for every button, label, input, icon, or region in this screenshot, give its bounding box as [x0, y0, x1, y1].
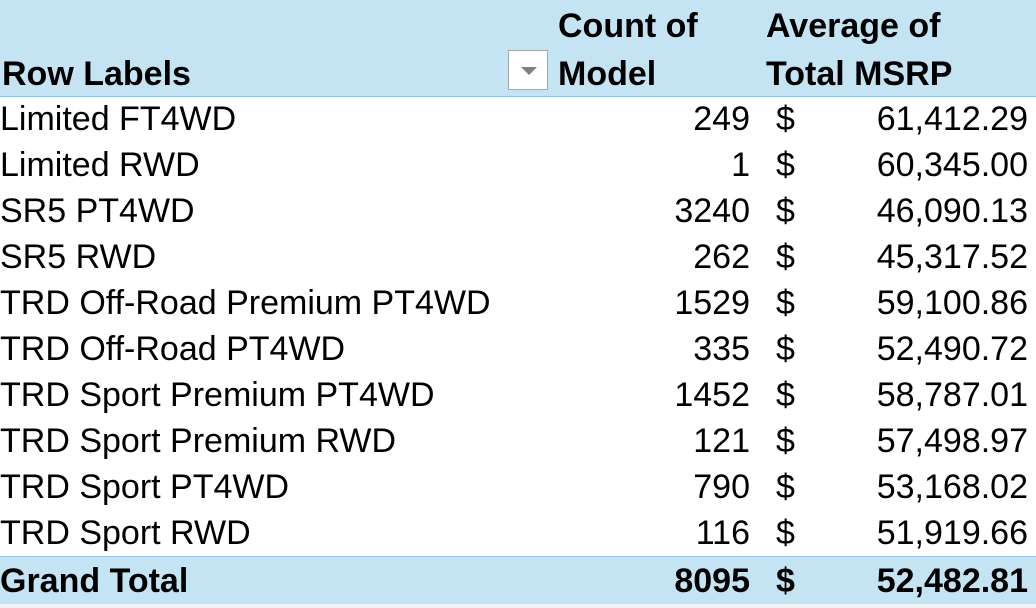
table-row[interactable]: TRD Off-Road Premium PT4WD 1529 $ 59,100…	[0, 280, 1036, 326]
row-average[interactable]: 51,919.66	[876, 514, 1028, 552]
row-label[interactable]: TRD Off-Road PT4WD	[0, 330, 346, 368]
row-average[interactable]: 58,787.01	[876, 376, 1028, 414]
count-header-line1[interactable]: Count of	[558, 7, 698, 45]
table-row[interactable]: Limited RWD 1 $ 60,345.00	[0, 142, 1036, 188]
row-count[interactable]: 1529	[674, 284, 750, 322]
row-currency: $	[776, 192, 795, 230]
row-currency: $	[776, 422, 795, 460]
pivot-header: Row Labels Count of Model Average of Tot…	[0, 0, 1036, 97]
table-row[interactable]: TRD Sport RWD 116 $ 51,919.66	[0, 510, 1036, 556]
row-count[interactable]: 1	[731, 146, 750, 184]
row-count[interactable]: 121	[693, 422, 750, 460]
dropdown-arrow-icon	[521, 67, 537, 75]
row-average[interactable]: 59,100.86	[876, 284, 1028, 322]
table-row[interactable]: TRD Off-Road PT4WD 335 $ 52,490.72	[0, 326, 1036, 372]
row-currency: $	[776, 468, 795, 506]
row-label[interactable]: TRD Sport PT4WD	[0, 468, 290, 506]
row-average[interactable]: 61,412.29	[876, 100, 1028, 138]
row-count[interactable]: 3240	[674, 192, 750, 230]
row-count[interactable]: 790	[693, 468, 750, 506]
row-currency: $	[776, 330, 795, 368]
avg-header-line2[interactable]: Total MSRP	[766, 55, 953, 93]
row-label[interactable]: TRD Off-Road Premium PT4WD	[0, 284, 491, 322]
table-row[interactable]: TRD Sport PT4WD 790 $ 53,168.02	[0, 464, 1036, 510]
row-labels-filter-button[interactable]	[508, 50, 548, 90]
grand-total-label[interactable]: Grand Total	[0, 562, 189, 600]
bottom-divider	[0, 604, 1036, 608]
pivot-rows: Limited FT4WD 249 $ 61,412.29 Limited RW…	[0, 96, 1036, 556]
row-average[interactable]: 52,490.72	[876, 330, 1028, 368]
row-currency: $	[776, 100, 795, 138]
table-row[interactable]: TRD Sport Premium RWD 121 $ 57,498.97	[0, 418, 1036, 464]
row-count[interactable]: 1452	[674, 376, 750, 414]
row-currency: $	[776, 238, 795, 276]
row-label[interactable]: SR5 RWD	[0, 238, 157, 276]
row-count[interactable]: 249	[693, 100, 750, 138]
row-average[interactable]: 53,168.02	[876, 468, 1028, 506]
table-row[interactable]: SR5 RWD 262 $ 45,317.52	[0, 234, 1036, 280]
row-label[interactable]: SR5 PT4WD	[0, 192, 195, 230]
grand-total-count[interactable]: 8095	[674, 562, 750, 600]
grand-total-currency: $	[776, 562, 795, 600]
row-average[interactable]: 45,317.52	[876, 238, 1028, 276]
table-row[interactable]: Limited FT4WD 249 $ 61,412.29	[0, 96, 1036, 142]
row-label[interactable]: TRD Sport Premium PT4WD	[0, 376, 435, 414]
row-label[interactable]: TRD Sport Premium RWD	[0, 422, 397, 460]
table-row[interactable]: SR5 PT4WD 3240 $ 46,090.13	[0, 188, 1036, 234]
row-currency: $	[776, 514, 795, 552]
row-labels-header[interactable]: Row Labels	[2, 55, 191, 93]
row-label[interactable]: TRD Sport RWD	[0, 514, 251, 552]
row-count[interactable]: 335	[693, 330, 750, 368]
row-average[interactable]: 60,345.00	[876, 146, 1028, 184]
row-average[interactable]: 46,090.13	[876, 192, 1028, 230]
count-header-line2[interactable]: Model	[558, 55, 657, 93]
row-label[interactable]: Limited FT4WD	[0, 100, 237, 138]
row-currency: $	[776, 284, 795, 322]
row-label[interactable]: Limited RWD	[0, 146, 200, 184]
row-currency: $	[776, 376, 795, 414]
row-count[interactable]: 262	[693, 238, 750, 276]
grand-total-row[interactable]: Grand Total 8095 $ 52,482.81	[0, 556, 1036, 605]
row-currency: $	[776, 146, 795, 184]
grand-total-average[interactable]: 52,482.81	[876, 562, 1028, 600]
table-row[interactable]: TRD Sport Premium PT4WD 1452 $ 58,787.01	[0, 372, 1036, 418]
avg-header-line1[interactable]: Average of	[766, 7, 941, 45]
row-count[interactable]: 116	[695, 514, 750, 552]
row-average[interactable]: 57,498.97	[876, 422, 1028, 460]
